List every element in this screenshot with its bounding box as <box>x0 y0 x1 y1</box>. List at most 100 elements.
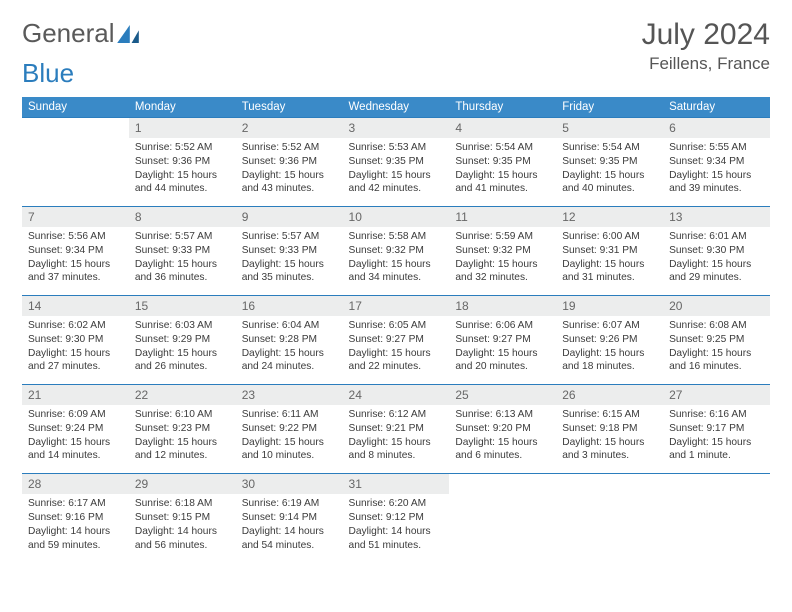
daylight-text: Daylight: 15 hours and 3 minutes. <box>562 436 657 464</box>
sunrise-text: Sunrise: 6:08 AM <box>669 319 764 333</box>
day-data-cell: Sunrise: 5:55 AMSunset: 9:34 PMDaylight:… <box>663 138 770 207</box>
day-data-cell: Sunrise: 5:57 AMSunset: 9:33 PMDaylight:… <box>236 227 343 296</box>
day-data-cell: Sunrise: 5:52 AMSunset: 9:36 PMDaylight:… <box>129 138 236 207</box>
day-data-cell: Sunrise: 6:17 AMSunset: 9:16 PMDaylight:… <box>22 494 129 562</box>
sunrise-text: Sunrise: 6:10 AM <box>135 408 230 422</box>
sunrise-text: Sunrise: 6:00 AM <box>562 230 657 244</box>
daylight-text: Daylight: 15 hours and 36 minutes. <box>135 258 230 286</box>
sunrise-text: Sunrise: 5:59 AM <box>455 230 550 244</box>
day-data-row: Sunrise: 5:56 AMSunset: 9:34 PMDaylight:… <box>22 227 770 296</box>
day-number-row: 14151617181920 <box>22 296 770 317</box>
logo-text-1: General <box>22 18 115 49</box>
day-number-cell: 19 <box>556 296 663 317</box>
daylight-text: Daylight: 15 hours and 34 minutes. <box>349 258 444 286</box>
day-data-cell: Sunrise: 6:08 AMSunset: 9:25 PMDaylight:… <box>663 316 770 385</box>
sunset-text: Sunset: 9:32 PM <box>349 244 444 258</box>
sunrise-text: Sunrise: 6:01 AM <box>669 230 764 244</box>
sunset-text: Sunset: 9:33 PM <box>135 244 230 258</box>
day-number-cell: 6 <box>663 118 770 139</box>
day-data-cell: Sunrise: 6:12 AMSunset: 9:21 PMDaylight:… <box>343 405 450 474</box>
daylight-text: Daylight: 15 hours and 27 minutes. <box>28 347 123 375</box>
day-number-cell: 28 <box>22 474 129 495</box>
sunrise-text: Sunrise: 6:15 AM <box>562 408 657 422</box>
logo: General <box>22 18 139 49</box>
sunrise-text: Sunrise: 6:17 AM <box>28 497 123 511</box>
daylight-text: Daylight: 15 hours and 37 minutes. <box>28 258 123 286</box>
sunset-text: Sunset: 9:36 PM <box>242 155 337 169</box>
daylight-text: Daylight: 15 hours and 16 minutes. <box>669 347 764 375</box>
day-data-cell: Sunrise: 6:18 AMSunset: 9:15 PMDaylight:… <box>129 494 236 562</box>
sunset-text: Sunset: 9:28 PM <box>242 333 337 347</box>
sunrise-text: Sunrise: 5:57 AM <box>135 230 230 244</box>
day-data-cell <box>663 494 770 562</box>
day-number-cell: 7 <box>22 207 129 228</box>
sunset-text: Sunset: 9:30 PM <box>28 333 123 347</box>
sunset-text: Sunset: 9:36 PM <box>135 155 230 169</box>
daylight-text: Daylight: 15 hours and 43 minutes. <box>242 169 337 197</box>
daylight-text: Daylight: 15 hours and 31 minutes. <box>562 258 657 286</box>
weekday-header-row: SundayMondayTuesdayWednesdayThursdayFrid… <box>22 97 770 118</box>
sunrise-text: Sunrise: 6:11 AM <box>242 408 337 422</box>
day-data-cell: Sunrise: 6:06 AMSunset: 9:27 PMDaylight:… <box>449 316 556 385</box>
daylight-text: Daylight: 15 hours and 10 minutes. <box>242 436 337 464</box>
sunset-text: Sunset: 9:27 PM <box>349 333 444 347</box>
daylight-text: Daylight: 15 hours and 24 minutes. <box>242 347 337 375</box>
day-data-cell: Sunrise: 6:15 AMSunset: 9:18 PMDaylight:… <box>556 405 663 474</box>
sunrise-text: Sunrise: 6:12 AM <box>349 408 444 422</box>
sunset-text: Sunset: 9:35 PM <box>455 155 550 169</box>
logo-text-2: Blue <box>22 58 770 89</box>
day-data-cell: Sunrise: 5:59 AMSunset: 9:32 PMDaylight:… <box>449 227 556 296</box>
calendar-table: SundayMondayTuesdayWednesdayThursdayFrid… <box>22 97 770 562</box>
weekday-header: Monday <box>129 97 236 118</box>
day-number-cell: 14 <box>22 296 129 317</box>
daylight-text: Daylight: 15 hours and 26 minutes. <box>135 347 230 375</box>
weekday-header: Friday <box>556 97 663 118</box>
daylight-text: Daylight: 15 hours and 18 minutes. <box>562 347 657 375</box>
day-number-cell: 3 <box>343 118 450 139</box>
sunset-text: Sunset: 9:31 PM <box>562 244 657 258</box>
sunset-text: Sunset: 9:21 PM <box>349 422 444 436</box>
day-data-cell <box>22 138 129 207</box>
day-number-cell: 24 <box>343 385 450 406</box>
daylight-text: Daylight: 15 hours and 42 minutes. <box>349 169 444 197</box>
day-data-cell: Sunrise: 5:57 AMSunset: 9:33 PMDaylight:… <box>129 227 236 296</box>
day-number-cell: 21 <box>22 385 129 406</box>
daylight-text: Daylight: 14 hours and 54 minutes. <box>242 525 337 553</box>
sunset-text: Sunset: 9:24 PM <box>28 422 123 436</box>
sunset-text: Sunset: 9:23 PM <box>135 422 230 436</box>
sunrise-text: Sunrise: 6:05 AM <box>349 319 444 333</box>
day-data-cell: Sunrise: 5:54 AMSunset: 9:35 PMDaylight:… <box>449 138 556 207</box>
day-data-cell: Sunrise: 6:09 AMSunset: 9:24 PMDaylight:… <box>22 405 129 474</box>
day-number-cell: 23 <box>236 385 343 406</box>
daylight-text: Daylight: 15 hours and 20 minutes. <box>455 347 550 375</box>
logo-sail-icon <box>117 25 139 43</box>
sunset-text: Sunset: 9:26 PM <box>562 333 657 347</box>
day-number-row: 123456 <box>22 118 770 139</box>
sunset-text: Sunset: 9:34 PM <box>669 155 764 169</box>
sunset-text: Sunset: 9:22 PM <box>242 422 337 436</box>
daylight-text: Daylight: 15 hours and 14 minutes. <box>28 436 123 464</box>
day-number-cell: 31 <box>343 474 450 495</box>
sunset-text: Sunset: 9:32 PM <box>455 244 550 258</box>
daylight-text: Daylight: 15 hours and 8 minutes. <box>349 436 444 464</box>
day-data-row: Sunrise: 5:52 AMSunset: 9:36 PMDaylight:… <box>22 138 770 207</box>
day-number-cell: 27 <box>663 385 770 406</box>
day-data-cell: Sunrise: 6:07 AMSunset: 9:26 PMDaylight:… <box>556 316 663 385</box>
sunrise-text: Sunrise: 6:18 AM <box>135 497 230 511</box>
day-data-cell: Sunrise: 6:16 AMSunset: 9:17 PMDaylight:… <box>663 405 770 474</box>
daylight-text: Daylight: 15 hours and 35 minutes. <box>242 258 337 286</box>
day-data-cell: Sunrise: 6:11 AMSunset: 9:22 PMDaylight:… <box>236 405 343 474</box>
daylight-text: Daylight: 14 hours and 51 minutes. <box>349 525 444 553</box>
daylight-text: Daylight: 15 hours and 29 minutes. <box>669 258 764 286</box>
sunrise-text: Sunrise: 6:07 AM <box>562 319 657 333</box>
day-data-cell: Sunrise: 6:19 AMSunset: 9:14 PMDaylight:… <box>236 494 343 562</box>
day-number-cell: 8 <box>129 207 236 228</box>
day-number-cell: 20 <box>663 296 770 317</box>
day-number-row: 21222324252627 <box>22 385 770 406</box>
day-number-cell: 12 <box>556 207 663 228</box>
sunrise-text: Sunrise: 6:13 AM <box>455 408 550 422</box>
day-data-cell <box>449 494 556 562</box>
day-data-cell: Sunrise: 5:53 AMSunset: 9:35 PMDaylight:… <box>343 138 450 207</box>
day-number-cell: 18 <box>449 296 556 317</box>
sunset-text: Sunset: 9:25 PM <box>669 333 764 347</box>
